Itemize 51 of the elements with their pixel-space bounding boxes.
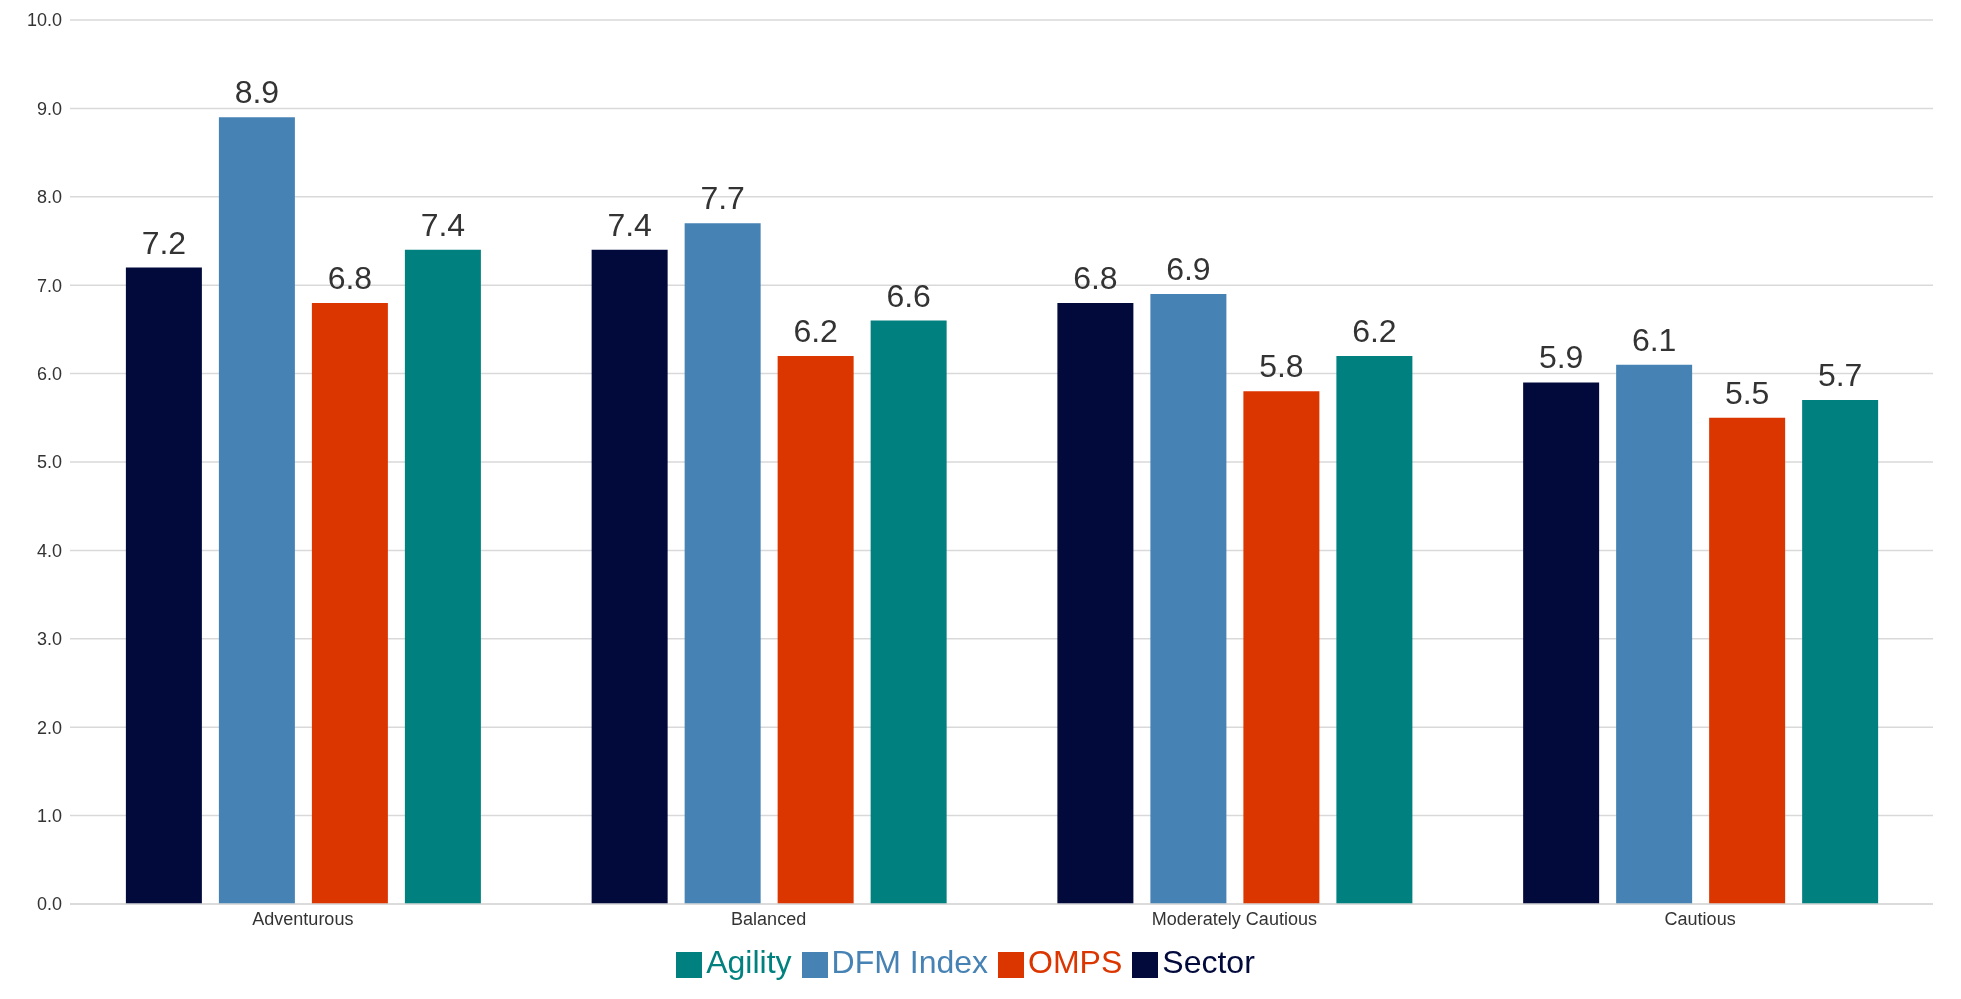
y-tick-label: 9.0 (36, 98, 62, 119)
data-label: 7.4 (607, 206, 652, 243)
bar (311, 302, 388, 904)
bar (1057, 302, 1134, 904)
bar (777, 355, 854, 904)
legend-label: DFM Index (831, 944, 989, 980)
data-label: 7.2 (141, 224, 187, 261)
data-label: 5.7 (1817, 357, 1863, 394)
y-tick-label: 3.0 (36, 629, 62, 650)
y-tick-label: 5.0 (36, 452, 62, 473)
data-label: 6.2 (1352, 312, 1397, 349)
x-tick-label: Cautious (1664, 908, 1736, 929)
data-label: 6.2 (793, 312, 838, 349)
legend-label: Sector (1162, 944, 1255, 980)
y-tick-label: 6.0 (36, 363, 62, 384)
data-label: 6.6 (886, 277, 931, 314)
data-label: 5.8 (1259, 348, 1304, 385)
y-tick-label: 8.0 (36, 187, 62, 208)
y-tick-label: 2.0 (36, 717, 62, 738)
data-label: 7.7 (700, 180, 745, 217)
data-label: 6.8 (1073, 259, 1118, 296)
data-label: 7.4 (420, 206, 466, 243)
bar (1616, 364, 1693, 904)
data-label: 6.8 (327, 259, 373, 296)
x-tick-label: Moderately Cautious (1151, 908, 1317, 929)
y-tick-label: 4.0 (36, 540, 62, 561)
y-tick-label: 1.0 (36, 805, 62, 826)
bar (1523, 382, 1600, 904)
bar (125, 267, 202, 904)
data-label: 5.5 (1724, 374, 1770, 411)
data-label: 5.9 (1538, 339, 1584, 376)
legend-label: Agility (706, 944, 792, 980)
bar (404, 249, 481, 904)
bar (591, 249, 668, 904)
data-label: 6.1 (1631, 321, 1677, 358)
bar (1336, 355, 1413, 904)
legend-label: OMPS (1028, 944, 1123, 980)
x-tick-label: Balanced (731, 908, 807, 929)
bar (870, 320, 947, 904)
data-label: 6.9 (1166, 251, 1211, 288)
bar (1709, 417, 1786, 904)
bar (218, 117, 295, 904)
data-label: 8.9 (234, 74, 280, 111)
bar (684, 223, 761, 904)
bar (1802, 400, 1879, 904)
y-tick-label: 0.0 (36, 894, 62, 915)
x-tick-label: Adventurous (252, 908, 354, 929)
bar (1243, 391, 1320, 904)
bar (1150, 294, 1227, 904)
y-tick-label: 10.0 (26, 10, 62, 31)
y-tick-label: 7.0 (36, 275, 62, 296)
